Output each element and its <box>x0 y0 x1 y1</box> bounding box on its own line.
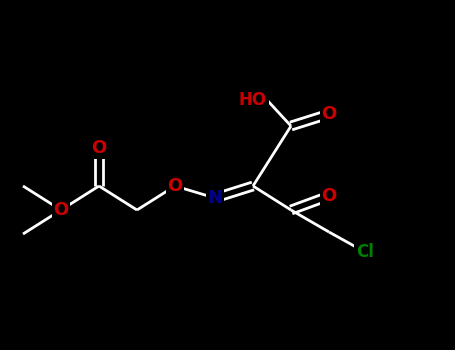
Text: O: O <box>53 201 69 219</box>
Text: Cl: Cl <box>356 243 374 261</box>
Text: O: O <box>91 139 106 157</box>
Text: O: O <box>321 187 337 205</box>
Text: HO: HO <box>239 91 267 109</box>
Text: O: O <box>167 177 182 195</box>
Text: O: O <box>321 105 337 123</box>
Text: N: N <box>207 189 222 207</box>
